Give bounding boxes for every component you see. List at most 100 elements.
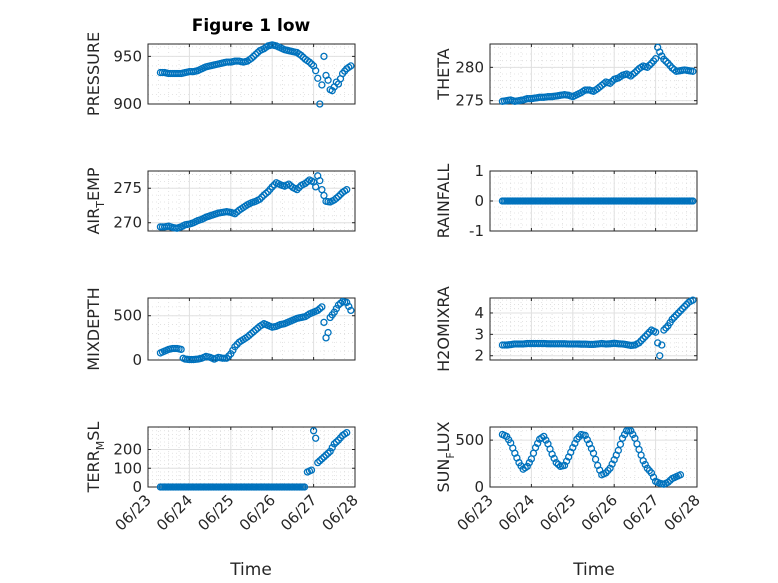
data-point <box>670 313 678 321</box>
data-point <box>668 315 676 324</box>
x-tick-label: 06/23 <box>454 491 497 534</box>
data-point <box>312 183 320 191</box>
subplot-8: 0 500SUNFLUX06/2306/2406/2506/2606/2706/2… <box>434 421 704 534</box>
data-point <box>227 350 235 358</box>
data-point <box>656 352 664 360</box>
data-point <box>552 458 560 467</box>
subplot-3: 270 275 AIRTEMP <box>84 167 356 235</box>
y-axis-label: MIXDEPTH <box>84 287 103 370</box>
y-tick-label: 280 <box>455 58 484 76</box>
subplot-5: 0 500 MIXDEPTH <box>84 287 356 371</box>
data-point <box>249 328 258 336</box>
x-tick-label: 06/26 <box>236 491 279 534</box>
x-tick-label: 06/26 <box>578 491 621 534</box>
data-point <box>606 79 614 87</box>
y-tick-label: 0 <box>474 478 484 496</box>
data-point <box>674 309 683 317</box>
y-axis-label: AIRTEMP <box>84 167 107 234</box>
data-point <box>347 62 355 70</box>
data-point <box>231 343 239 351</box>
data-point <box>581 431 589 440</box>
data-point <box>664 478 672 486</box>
data-point <box>689 197 697 205</box>
y-tick-label: 500 <box>113 307 142 325</box>
data-point <box>343 298 351 307</box>
data-point <box>614 446 622 455</box>
data-point <box>608 460 616 468</box>
data-point <box>330 440 338 448</box>
data-point <box>651 55 660 63</box>
subplot-4: -1 0 1 RAINFALL <box>434 162 698 240</box>
data-point <box>676 471 685 479</box>
y-tick-label: 900 <box>113 95 142 113</box>
data-point <box>606 464 614 472</box>
data-point <box>314 74 322 82</box>
data-point <box>639 457 647 465</box>
data-point <box>689 296 697 304</box>
x-axis-label-left: Time <box>229 560 272 580</box>
data-point <box>177 345 185 354</box>
x-tick-label: 06/27 <box>619 491 662 534</box>
data-point <box>643 330 651 338</box>
data-point <box>245 331 254 339</box>
y-axis-label: TERRMSL <box>84 422 107 494</box>
data-point <box>293 185 301 194</box>
y-axis-label: H2OMIXRA <box>434 286 453 372</box>
data-point <box>569 443 577 452</box>
y-tick-label: 4 <box>474 304 484 322</box>
data-point <box>647 469 656 477</box>
data-point <box>223 354 231 362</box>
data-point <box>589 449 598 457</box>
data-point <box>297 51 305 60</box>
data-point <box>583 436 591 444</box>
data-point <box>676 307 685 315</box>
y-tick-label: 200 <box>113 441 142 459</box>
data-point <box>318 185 326 194</box>
axes-box <box>489 426 698 488</box>
data-point <box>249 52 258 61</box>
figure-title: Figure 1 low <box>192 16 311 36</box>
data-point <box>533 439 542 448</box>
data-point <box>324 328 332 337</box>
axes-box <box>147 170 356 232</box>
data-point <box>678 305 687 313</box>
x-tick-label: 06/24 <box>495 491 538 534</box>
data-point <box>258 193 266 201</box>
y-axis-label: SUNFLUX <box>434 421 457 492</box>
data-point <box>225 352 233 360</box>
axes-box <box>489 43 698 105</box>
data-point <box>334 192 343 201</box>
data-point <box>540 432 548 441</box>
data-point <box>618 434 627 442</box>
data-point <box>324 449 332 457</box>
data-point <box>637 337 645 345</box>
y-tick-label: 950 <box>113 47 142 65</box>
data-point <box>641 332 649 341</box>
y-tick-label: 500 <box>455 431 484 449</box>
data-point <box>660 55 668 63</box>
data-point <box>629 430 637 439</box>
axes-box <box>147 43 356 105</box>
data-point <box>641 460 649 469</box>
data-point <box>343 185 351 194</box>
data-point <box>322 451 330 459</box>
data-point <box>309 427 318 435</box>
data-point <box>334 301 343 309</box>
data-point <box>332 194 341 202</box>
data-point <box>629 70 637 78</box>
data-point <box>324 76 332 84</box>
data-point <box>251 50 260 59</box>
data-point <box>307 60 316 68</box>
y-axis-label: PRESSURE <box>84 32 103 116</box>
data-point <box>316 177 324 185</box>
data-point <box>643 63 651 71</box>
x-tick-label: 06/25 <box>536 491 579 534</box>
data-point <box>256 195 264 203</box>
data-point <box>660 326 668 334</box>
data-point <box>316 100 324 108</box>
data-point <box>300 483 309 491</box>
data-point <box>320 52 328 61</box>
data-point <box>531 443 540 452</box>
data-point <box>560 461 569 470</box>
